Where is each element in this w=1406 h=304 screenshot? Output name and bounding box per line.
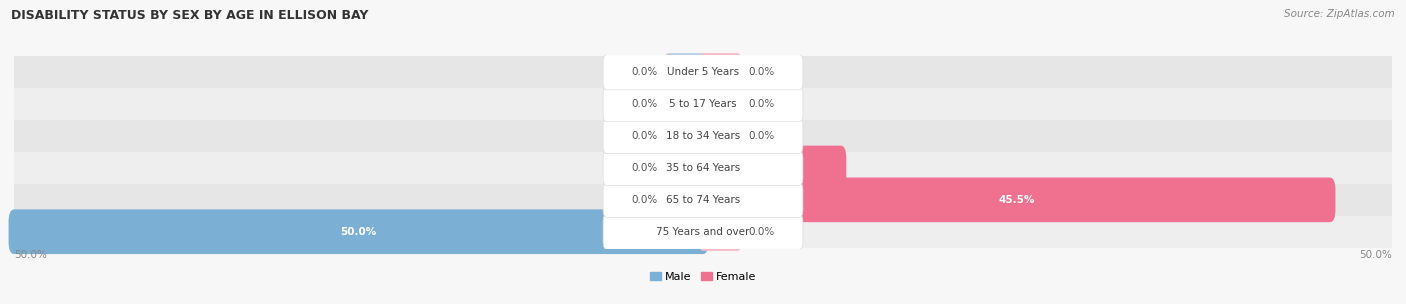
FancyBboxPatch shape <box>665 181 707 219</box>
FancyBboxPatch shape <box>603 214 803 249</box>
FancyBboxPatch shape <box>697 178 1336 222</box>
Text: 0.0%: 0.0% <box>748 227 775 237</box>
Text: 0.0%: 0.0% <box>748 131 775 141</box>
FancyBboxPatch shape <box>665 85 707 123</box>
Text: Source: ZipAtlas.com: Source: ZipAtlas.com <box>1284 9 1395 19</box>
Text: 50.0%: 50.0% <box>14 250 46 260</box>
FancyBboxPatch shape <box>665 117 707 155</box>
Text: 5 to 17 Years: 5 to 17 Years <box>669 99 737 109</box>
FancyBboxPatch shape <box>699 117 741 155</box>
FancyBboxPatch shape <box>603 150 803 185</box>
FancyBboxPatch shape <box>665 53 707 92</box>
Text: 0.0%: 0.0% <box>631 131 658 141</box>
FancyBboxPatch shape <box>699 85 741 123</box>
FancyBboxPatch shape <box>8 209 709 254</box>
Text: Under 5 Years: Under 5 Years <box>666 67 740 77</box>
Text: 0.0%: 0.0% <box>748 67 775 77</box>
Text: 0.0%: 0.0% <box>631 99 658 109</box>
Text: 10.0%: 10.0% <box>754 163 790 173</box>
Bar <box>14 88 1392 120</box>
Bar <box>14 56 1392 88</box>
Text: 75 Years and over: 75 Years and over <box>657 227 749 237</box>
FancyBboxPatch shape <box>603 182 803 217</box>
Text: 45.5%: 45.5% <box>998 195 1035 205</box>
Text: 50.0%: 50.0% <box>1360 250 1392 260</box>
Legend: Male, Female: Male, Female <box>645 268 761 287</box>
Text: 50.0%: 50.0% <box>340 227 377 237</box>
Bar <box>14 152 1392 184</box>
FancyBboxPatch shape <box>699 53 741 92</box>
Text: 0.0%: 0.0% <box>631 195 658 205</box>
Text: DISABILITY STATUS BY SEX BY AGE IN ELLISON BAY: DISABILITY STATUS BY SEX BY AGE IN ELLIS… <box>11 9 368 22</box>
Bar <box>14 120 1392 152</box>
FancyBboxPatch shape <box>665 149 707 187</box>
Text: 0.0%: 0.0% <box>631 67 658 77</box>
Text: 0.0%: 0.0% <box>631 163 658 173</box>
Text: 35 to 64 Years: 35 to 64 Years <box>666 163 740 173</box>
FancyBboxPatch shape <box>603 119 803 154</box>
Bar <box>14 216 1392 248</box>
Text: 65 to 74 Years: 65 to 74 Years <box>666 195 740 205</box>
Text: 0.0%: 0.0% <box>748 99 775 109</box>
FancyBboxPatch shape <box>697 146 846 190</box>
FancyBboxPatch shape <box>603 55 803 90</box>
Bar <box>14 184 1392 216</box>
FancyBboxPatch shape <box>603 87 803 122</box>
FancyBboxPatch shape <box>699 212 741 251</box>
Text: 18 to 34 Years: 18 to 34 Years <box>666 131 740 141</box>
